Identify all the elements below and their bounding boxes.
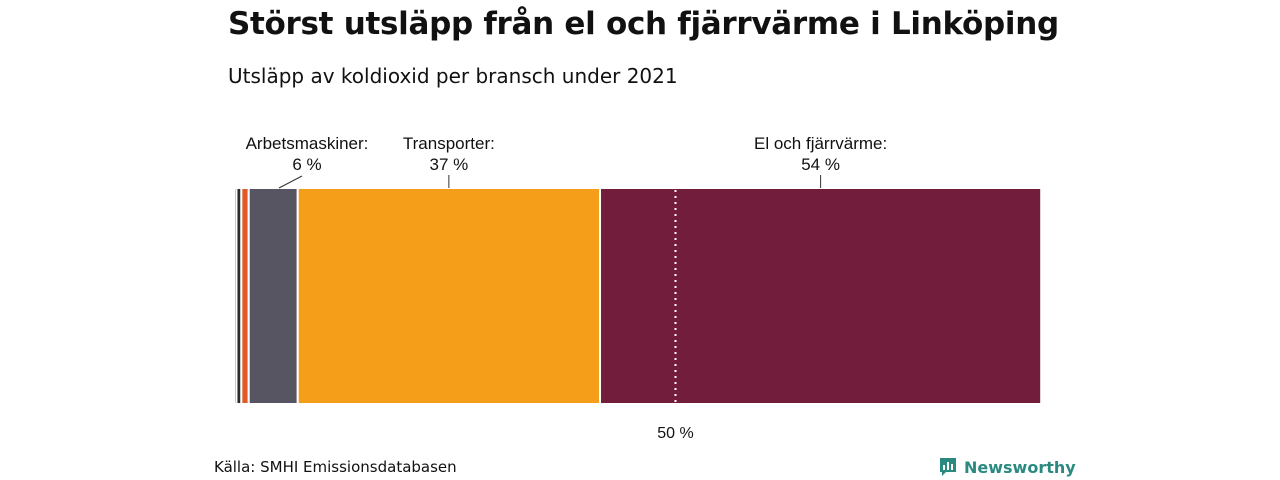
bar-segment-arbetsmaskiner bbox=[247, 187, 299, 405]
bar-segment-transporter bbox=[296, 187, 602, 405]
segment-labels: Arbetsmaskiner: 6 % Transporter: 37 % El och… bbox=[246, 134, 887, 189]
newsworthy-logo-icon bbox=[940, 458, 956, 476]
chart-subtitle: Utsläpp av koldioxid per bransch under 2… bbox=[228, 64, 678, 88]
brand-name: Newsworthy bbox=[964, 457, 1076, 477]
segment-label-el-och-fjärrvärme: El och fjärrvärme: bbox=[754, 134, 887, 153]
segment-label-transporter: Transporter: bbox=[403, 134, 495, 153]
segment-value-transporter: 37 % bbox=[429, 155, 468, 174]
segment-value-arbetsmaskiner: 6 % bbox=[292, 155, 321, 174]
leader-line-arbetsmaskiner bbox=[278, 175, 303, 189]
bar-segment-el-och-fjärrvärme bbox=[599, 187, 1043, 405]
bar-segment-övrigt-3 bbox=[240, 187, 250, 405]
reference-line-label: 50 % bbox=[657, 425, 693, 442]
reference-line-group: 50 % bbox=[657, 190, 694, 442]
chart-title: Störst utsläpp från el och fjärrvärme i … bbox=[228, 6, 1059, 42]
bar-segments bbox=[233, 187, 1043, 405]
segment-label-arbetsmaskiner: Arbetsmaskiner: bbox=[246, 134, 369, 153]
segment-value-el-och-fjärrvärme: 54 % bbox=[801, 155, 840, 174]
brand-logo: Newsworthy bbox=[938, 456, 1076, 478]
source-note: Källa: SMHI Emissionsdatabasen bbox=[214, 458, 457, 476]
